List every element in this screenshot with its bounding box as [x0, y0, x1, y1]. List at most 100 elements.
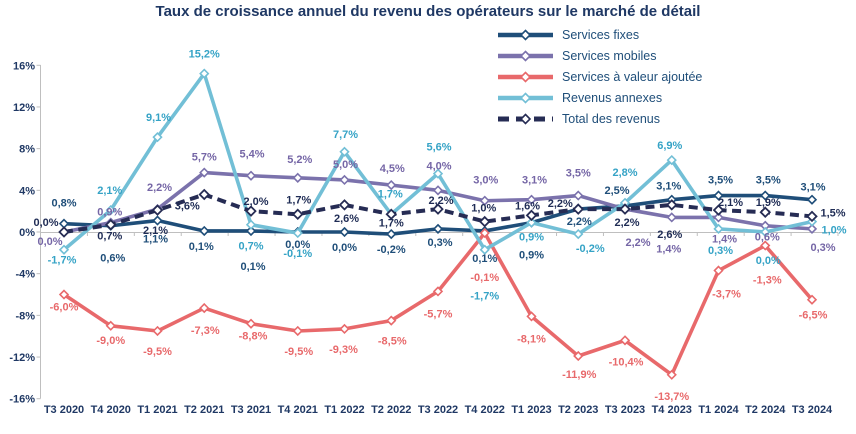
value-label-total-des-revenus-2: 2,1%: [143, 225, 168, 237]
y-tick-label: 0%: [19, 227, 35, 239]
value-label-services-fixes-5: 0,0%: [285, 239, 310, 251]
value-label-total-des-revenus-0: 0,0%: [33, 217, 58, 229]
marker-total-des-revenus-15: [759, 206, 772, 218]
legend-line-sample-services-fixes: [498, 28, 553, 41]
value-label-services-valeur-ajoutee-8: -5,7%: [424, 308, 453, 320]
value-label-services-fixes-0: 0,8%: [51, 198, 76, 210]
value-label-services-mobiles-8: 4,0%: [426, 160, 451, 172]
marker-services-fixes-2: [152, 215, 163, 226]
value-label-services-valeur-ajoutee-6: -9,3%: [329, 344, 358, 356]
value-label-services-fixes-6: 0,0%: [332, 242, 357, 254]
marker-revenus-annexes-13: [666, 154, 677, 166]
marker-services-valeur-ajoutee-4: [245, 318, 257, 329]
legend-label: Services fixes: [562, 27, 640, 42]
marker-revenus-annexes-1: [105, 204, 116, 216]
marker-total-des-revenus-16: [806, 210, 818, 223]
value-label-total-des-revenus-12: 2,2%: [614, 217, 639, 229]
legend-diamond-icon: [519, 91, 532, 104]
marker-services-mobiles-9: [479, 195, 490, 206]
marker-services-valeur-ajoutee-3: [199, 302, 210, 314]
marker-total-des-revenus-9: [478, 215, 491, 228]
value-label-services-valeur-ajoutee-0: -6,0%: [50, 302, 79, 314]
value-label-total-des-revenus-15: 1,9%: [756, 197, 781, 209]
legend-label: Services mobiles: [562, 48, 657, 63]
marker-revenus-annexes-8: [432, 168, 444, 179]
value-label-revenus-annexes-0: -1,7%: [48, 255, 77, 267]
value-label-revenus-annexes-14: 0,3%: [708, 245, 733, 257]
marker-services-valeur-ajoutee-1: [105, 320, 116, 331]
value-label-revenus-annexes-1: 2,1%: [97, 185, 122, 197]
value-label-total-des-revenus-6: 2,6%: [334, 213, 359, 225]
value-label-services-valeur-ajoutee-12: -10,4%: [609, 356, 644, 368]
marker-services-mobiles-11: [573, 190, 584, 201]
y-tick-label: 16%: [13, 60, 35, 72]
value-label-revenus-annexes-5: -0,1%: [283, 248, 312, 260]
marker-services-valeur-ajoutee-16: [806, 294, 818, 305]
legend-line-sample-revenus-annexes: [498, 91, 553, 104]
marker-services-valeur-ajoutee-5: [292, 325, 303, 337]
marker-services-valeur-ajoutee-0: [58, 289, 70, 300]
legend-item-services-fixes: Services fixes: [497, 24, 702, 45]
marker-services-valeur-ajoutee-15: [760, 240, 771, 251]
marker-total-des-revenus-6: [338, 199, 351, 211]
value-label-services-mobiles-6: 5,0%: [333, 159, 358, 171]
value-label-revenus-annexes-7: 1,7%: [378, 188, 403, 200]
marker-services-mobiles-8: [432, 185, 444, 196]
marker-services-fixes-3: [199, 225, 210, 237]
marker-services-mobiles-7: [386, 179, 397, 191]
marker-services-mobiles-10: [526, 194, 537, 205]
marker-services-fixes-14: [713, 190, 724, 201]
marker-total-des-revenus-5: [291, 208, 304, 221]
value-label-services-valeur-ajoutee-15: -1,3%: [753, 275, 782, 287]
value-label-revenus-annexes-2: 9,1%: [146, 112, 171, 124]
value-label-revenus-annexes-10: 0,9%: [519, 232, 544, 244]
legend-label: Services à valeur ajoutée: [562, 69, 703, 84]
legend-item-services-valeur-ajoutee: Services à valeur ajoutée: [497, 66, 702, 87]
marker-services-valeur-ajoutee-8: [432, 286, 444, 297]
marker-services-mobiles-6: [339, 174, 350, 186]
marker-services-mobiles-16: [806, 223, 818, 235]
value-label-services-valeur-ajoutee-3: -7,3%: [191, 325, 220, 337]
x-tick-label-t1-2022: T1 2022: [324, 404, 364, 416]
marker-services-fixes-7: [386, 228, 397, 240]
marker-total-des-revenus-11: [572, 203, 585, 215]
value-label-services-mobiles-0: 0,0%: [37, 236, 62, 248]
legend-diamond-icon: [519, 28, 532, 41]
marker-total-des-revenus-2: [151, 204, 164, 216]
marker-revenus-annexes-9: [479, 244, 490, 255]
value-label-services-fixes-10: 0,9%: [519, 250, 544, 262]
legend-line-sample-total-des-revenus: [498, 112, 553, 125]
marker-total-des-revenus-13: [665, 199, 678, 211]
y-tick-label: -8%: [15, 310, 35, 322]
value-label-services-mobiles-4: 5,4%: [239, 149, 264, 161]
value-label-services-mobiles-2: 2,2%: [147, 182, 172, 194]
value-label-services-mobiles-3: 5,7%: [192, 152, 217, 164]
marker-total-des-revenus-3: [198, 188, 211, 201]
value-label-services-fixes-1: 0,6%: [100, 253, 125, 265]
marker-total-des-revenus-14: [712, 204, 725, 216]
marker-services-fixes-15: [760, 190, 771, 201]
value-label-services-mobiles-15: 0,6%: [755, 232, 780, 244]
value-label-services-valeur-ajoutee-16: -6,5%: [799, 310, 828, 322]
x-tick-label-t3-2020: T3 2020: [44, 404, 84, 416]
marker-services-fixes-6: [339, 226, 350, 238]
value-label-total-des-revenus-1: 0,7%: [97, 231, 122, 243]
marker-services-mobiles-13: [666, 212, 677, 223]
value-label-total-des-revenus-4: 2,0%: [243, 196, 268, 208]
marker-services-mobiles-3: [199, 167, 210, 178]
value-label-services-mobiles-14: 1,4%: [712, 233, 737, 245]
value-label-total-des-revenus-11: 2,2%: [548, 198, 573, 210]
legend: Services fixes Services mobiles Services à…: [497, 24, 702, 129]
value-label-services-mobiles-1: 0,9%: [97, 207, 122, 219]
value-label-total-des-revenus-13: 2,6%: [657, 229, 682, 241]
value-label-services-fixes-13: 3,1%: [656, 181, 681, 193]
value-label-services-fixes-2: 1,1%: [143, 234, 168, 246]
value-label-revenus-annexes-12: 2,8%: [612, 167, 637, 179]
legend-diamond-icon: [519, 70, 532, 83]
value-label-services-mobiles-12: 2,2%: [625, 237, 650, 249]
series-line-services-valeur-ajoutee: [62, 231, 814, 377]
value-label-revenus-annexes-6: 7,7%: [333, 129, 358, 141]
legend-line-sample-services-valeur-ajoutee: [498, 70, 553, 83]
value-label-services-fixes-16: 3,1%: [800, 182, 825, 194]
marker-total-des-revenus-8: [432, 203, 444, 215]
